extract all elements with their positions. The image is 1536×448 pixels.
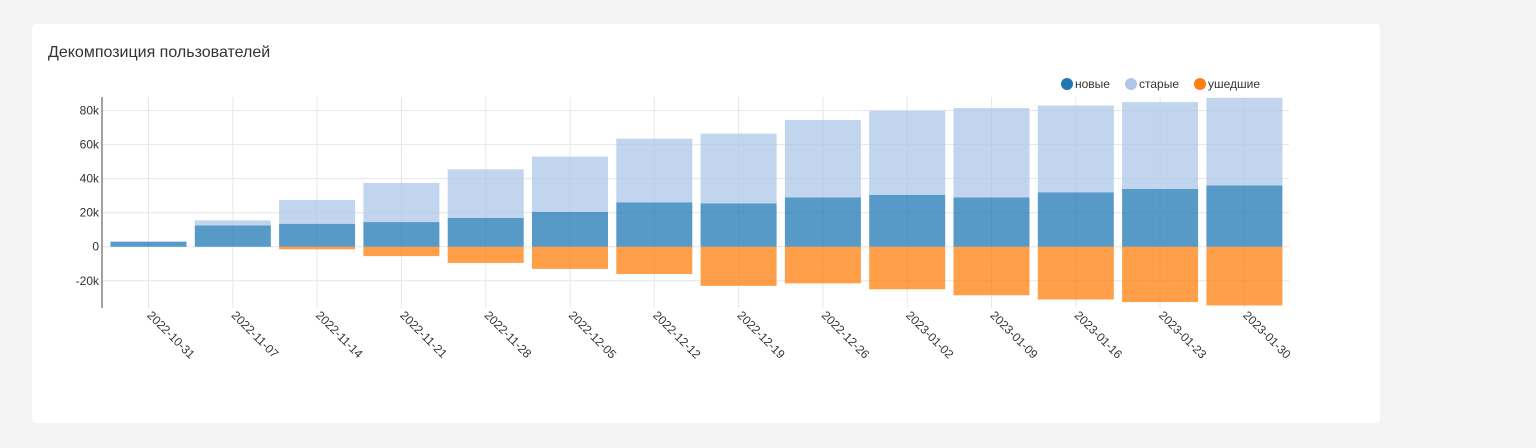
bar-new xyxy=(110,241,187,247)
bar-churned xyxy=(1206,246,1283,306)
legend-item-old[interactable]: старые xyxy=(1124,77,1179,91)
legend-item-churned[interactable]: ушедшие xyxy=(1194,77,1260,91)
bar-old xyxy=(616,138,693,203)
bar-new xyxy=(1037,192,1114,247)
bar-old xyxy=(1122,102,1199,189)
bar-old xyxy=(869,110,946,195)
legend-swatch-old xyxy=(1124,78,1137,90)
legend-swatch-churned xyxy=(1194,78,1206,90)
x-tick-label: 2022-10-31 xyxy=(144,308,198,362)
y-tick-label: 80k xyxy=(80,104,100,118)
bar-churned xyxy=(953,246,1030,296)
bar-new xyxy=(1206,185,1283,247)
bar-new xyxy=(1122,188,1199,247)
bar-old xyxy=(784,119,861,198)
y-tick-label: -20k xyxy=(76,274,100,288)
bar-old xyxy=(279,199,356,224)
bar-churned xyxy=(279,246,356,250)
x-tick-label: 2022-12-05 xyxy=(566,308,620,362)
x-tick-label: 2022-11-28 xyxy=(482,308,535,361)
bar-new xyxy=(279,223,356,247)
y-tick-label: 60k xyxy=(80,138,100,152)
x-tick-label: 2023-01-30 xyxy=(1240,308,1294,362)
bar-old xyxy=(363,182,440,223)
x-tick-label: 2022-11-21 xyxy=(397,308,450,361)
bar-old xyxy=(194,220,271,226)
bar-churned xyxy=(532,246,608,269)
chart-title: Декомпозиция пользователей xyxy=(48,44,271,61)
bar-old xyxy=(953,108,1030,198)
bar-new xyxy=(447,217,524,247)
bar-churned xyxy=(363,246,440,257)
bar-churned xyxy=(447,246,524,263)
legend-swatch-new xyxy=(1061,78,1073,90)
x-tick-label: 2022-11-14 xyxy=(313,308,366,361)
chart-legend: новые старые ушедшие xyxy=(1061,77,1275,91)
chart-card: Декомпозиция пользователей новые старые … xyxy=(32,24,1380,423)
bar-churned xyxy=(869,246,946,290)
bar-churned xyxy=(700,246,777,286)
bar-old xyxy=(1037,105,1114,193)
legend-label-new: новые xyxy=(1075,77,1110,91)
bar-churned xyxy=(1122,246,1199,303)
bar-churned xyxy=(1037,246,1114,300)
bar-old xyxy=(532,156,608,212)
y-tick-label: 0 xyxy=(92,240,99,254)
y-tick-label: 20k xyxy=(80,206,100,220)
bar-old xyxy=(1206,97,1283,186)
bar-new xyxy=(194,225,271,247)
x-tick-label: 2022-12-19 xyxy=(734,308,788,362)
bar-new xyxy=(363,222,440,247)
legend-label-old: старые xyxy=(1138,77,1179,91)
bar-churned xyxy=(784,246,861,284)
legend-item-new[interactable]: новые xyxy=(1061,77,1110,91)
x-tick-label: 2023-01-23 xyxy=(1156,308,1210,362)
x-tick-label: 2022-11-07 xyxy=(229,308,282,361)
x-tick-label: 2023-01-16 xyxy=(1072,308,1126,362)
bar-old xyxy=(700,133,777,204)
x-tick-label: 2022-12-12 xyxy=(650,308,704,362)
x-tick-label: 2022-12-26 xyxy=(819,308,873,362)
bar-churned xyxy=(616,246,693,274)
bar-new xyxy=(784,197,861,247)
bar-chart: -20k 0 20k 40k 60k 80k 2022-10-31 2022-11-07 202… xyxy=(76,97,1294,362)
bar-new xyxy=(869,194,946,247)
bar-new xyxy=(616,202,693,247)
legend-label-churned: ушедшие xyxy=(1208,77,1261,91)
bar-new xyxy=(700,203,777,247)
x-tick-label: 2023-01-09 xyxy=(987,308,1041,362)
x-tick-label: 2023-01-02 xyxy=(903,308,957,362)
bar-new xyxy=(953,197,1030,247)
y-tick-label: 40k xyxy=(80,172,100,186)
bar-old xyxy=(447,169,524,218)
bar-new xyxy=(532,211,608,247)
